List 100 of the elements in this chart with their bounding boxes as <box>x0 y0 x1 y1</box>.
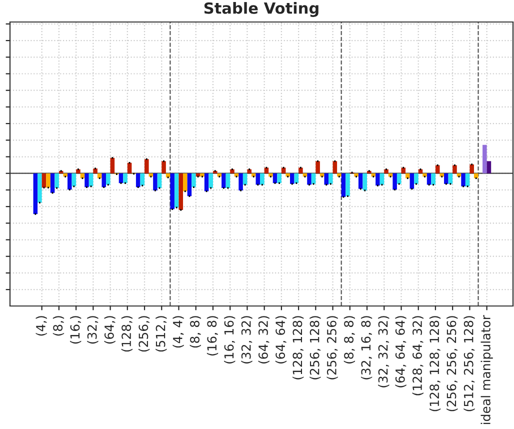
bar <box>170 173 174 210</box>
bar <box>290 173 294 184</box>
x-tick-label: (32, 32, 32) <box>378 316 390 388</box>
x-tick-label: (128,) <box>121 316 133 352</box>
bar <box>384 169 388 174</box>
bar <box>286 173 290 177</box>
x-tick-label: (4, 4) <box>172 316 184 348</box>
bar <box>76 169 80 174</box>
bar <box>178 173 184 210</box>
bar <box>42 173 46 188</box>
x-tick-label: (8, 8) <box>190 316 201 348</box>
bar <box>110 158 115 174</box>
bar <box>470 164 474 174</box>
bar <box>153 173 158 190</box>
bar <box>337 173 342 177</box>
bar <box>187 173 192 196</box>
x-tick-label: (64, 64, 64) <box>395 316 406 388</box>
bar <box>465 173 470 186</box>
bar <box>136 173 140 188</box>
bar <box>444 173 448 184</box>
bar <box>401 168 406 174</box>
bar <box>72 173 76 186</box>
bar <box>200 173 204 177</box>
bar <box>426 173 432 185</box>
x-tick-label: (8,) <box>52 316 64 336</box>
x-tick-label: (64,) <box>104 316 116 344</box>
bar <box>33 173 38 214</box>
bar <box>376 173 380 186</box>
bar <box>346 173 350 196</box>
bar <box>396 173 402 184</box>
chart-title: Stable Voting <box>204 2 318 17</box>
x-tick-label: (512, 256, 128) <box>464 316 475 412</box>
x-tick-label: (64, 64) <box>275 316 287 364</box>
bar <box>256 173 260 185</box>
bar <box>354 173 358 177</box>
bar <box>251 173 256 177</box>
bar <box>410 173 414 189</box>
bar <box>380 173 384 185</box>
x-tick-label: (512,) <box>156 316 167 352</box>
bar <box>50 173 55 193</box>
bar <box>316 161 320 174</box>
x-tick-label: (32,) <box>87 316 98 344</box>
bar <box>482 144 487 174</box>
bar <box>461 173 466 186</box>
bar <box>127 162 132 174</box>
bar <box>358 173 363 189</box>
bar <box>157 173 162 188</box>
bar <box>226 173 230 188</box>
bar <box>414 173 418 184</box>
bar <box>324 173 329 185</box>
bar <box>93 168 98 174</box>
x-tick-label: (4,) <box>36 316 47 336</box>
bar <box>452 165 457 174</box>
bar <box>140 173 145 186</box>
x-tick-label: (32, 32) <box>241 316 252 364</box>
bar <box>123 173 128 184</box>
bar <box>264 168 269 174</box>
x-tick-label: (128, 128) <box>292 316 304 380</box>
x-tick-label: (256, 128) <box>310 316 321 380</box>
x-tick-label: (32, 16, 8) <box>360 316 372 380</box>
bar <box>238 173 243 190</box>
bar <box>230 169 234 174</box>
bar <box>272 173 278 184</box>
x-tick-label: (64, 32) <box>258 316 270 364</box>
bar <box>102 173 106 188</box>
bar <box>46 173 50 188</box>
bar <box>63 173 68 177</box>
bar <box>88 173 94 186</box>
bar <box>281 168 286 174</box>
bar <box>106 173 110 185</box>
bar <box>435 165 440 174</box>
bar <box>144 159 149 174</box>
bar <box>268 173 273 177</box>
bar <box>222 173 226 188</box>
bar <box>448 173 453 184</box>
bar <box>162 161 166 174</box>
x-tick-label: (16,) <box>70 316 82 344</box>
bar <box>362 173 368 190</box>
bar <box>332 161 338 174</box>
bar <box>38 173 42 203</box>
x-tick-label: (128, 128, 128) <box>429 316 441 412</box>
x-tick-label: (16, 8) <box>206 316 218 356</box>
bar <box>54 173 59 188</box>
bar <box>84 173 89 188</box>
x-tick-label: (256,) <box>138 316 150 352</box>
bar <box>474 173 478 178</box>
bar <box>341 173 346 197</box>
bar <box>431 173 436 185</box>
x-tick-label: (8, 8, 8) <box>344 316 355 364</box>
bar <box>392 173 397 190</box>
bar <box>298 168 303 174</box>
bar <box>174 173 179 208</box>
bar <box>204 173 209 192</box>
bar <box>260 173 264 185</box>
bar <box>307 173 312 185</box>
bar <box>208 173 213 188</box>
bar <box>486 161 492 174</box>
bar <box>118 173 124 184</box>
bar <box>406 173 410 178</box>
x-tick-label: (16, 16) <box>224 316 236 364</box>
